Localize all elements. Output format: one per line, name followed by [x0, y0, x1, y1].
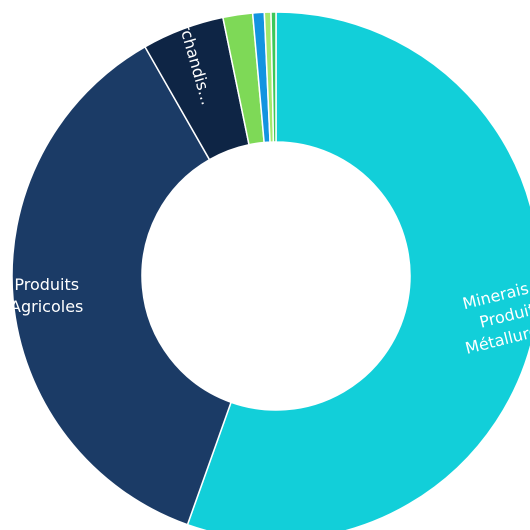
slice-label-group-1: Produits Agricoles [10, 275, 83, 316]
slice-label-1-line-1: Agricoles [10, 297, 83, 316]
donut-slice-1 [11, 45, 233, 526]
donut-slice-6 [270, 11, 277, 143]
slices-layer [11, 11, 530, 530]
donut-slice-0 [186, 11, 530, 530]
slice-label-1-line-0: Produits [14, 275, 79, 294]
